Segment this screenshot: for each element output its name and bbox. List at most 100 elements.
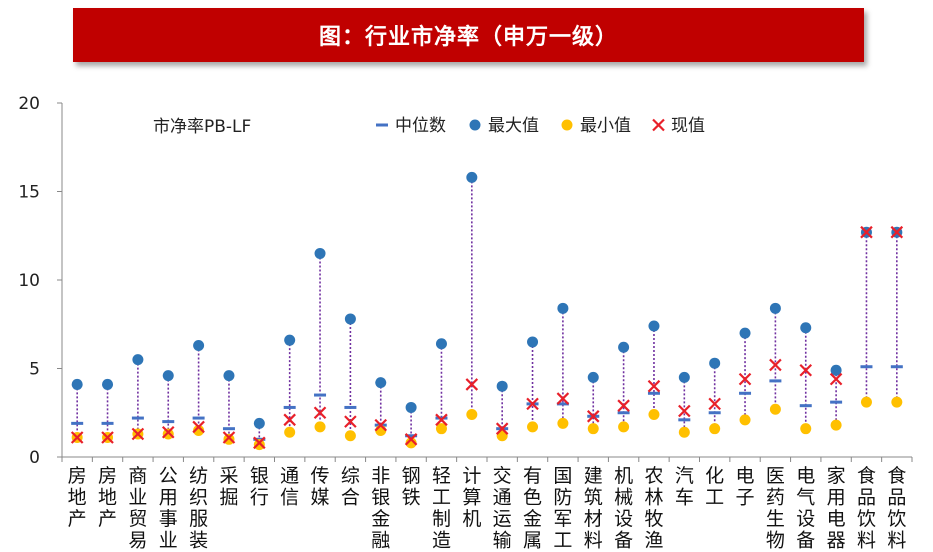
max-point <box>769 302 781 314</box>
legend-label: 现值 <box>671 116 705 136</box>
min-point <box>587 423 599 435</box>
max-point <box>830 364 842 376</box>
current-value-mark <box>647 379 661 393</box>
y-tick-label: 0 <box>29 448 40 468</box>
current-value-mark <box>678 404 691 418</box>
current-value-mark <box>101 431 114 444</box>
category-label: 食品饮料 <box>887 465 906 552</box>
legend-min-swatch <box>561 119 573 131</box>
min-point <box>284 426 296 438</box>
max-point <box>253 417 265 429</box>
category-label: 非银金融 <box>371 465 390 552</box>
legend: 中位数 最大值 最小值 现值 <box>376 116 705 136</box>
current-x-stroke <box>404 433 418 446</box>
current-value-mark <box>769 358 782 372</box>
chart-title: 图：行业市净率（申万一级） <box>318 25 618 50</box>
min-point <box>223 433 235 445</box>
current-value-mark <box>465 378 479 391</box>
min-point <box>193 424 205 436</box>
min-point <box>709 423 721 435</box>
current-value-mark <box>313 406 327 420</box>
current-x-stroke <box>678 404 691 418</box>
current-x-stroke <box>344 415 357 428</box>
min-point <box>162 428 174 440</box>
category-label: 公用事业 <box>159 465 178 552</box>
current-x-stroke <box>222 431 236 444</box>
max-point <box>193 339 205 351</box>
current-x-stroke <box>465 378 479 391</box>
legend-max-swatch <box>469 119 481 131</box>
current-x-stroke <box>799 363 813 377</box>
current-x-stroke <box>161 425 175 439</box>
max-point <box>678 371 690 383</box>
category-label: 化工 <box>705 465 724 509</box>
current-value-mark <box>708 397 721 411</box>
max-point <box>162 370 174 382</box>
min-point <box>648 409 660 421</box>
y-tick-label: 5 <box>29 360 40 380</box>
y-tick-label: 15 <box>18 183 40 203</box>
min-point <box>344 430 356 442</box>
min-point <box>800 423 812 435</box>
category-label: 食品饮料 <box>857 465 876 552</box>
max-point <box>405 401 417 413</box>
min-point <box>253 439 265 451</box>
current-x-stroke <box>556 392 570 405</box>
current-value-mark <box>192 420 205 434</box>
max-point <box>800 322 812 334</box>
category-label: 传媒 <box>311 465 330 509</box>
current-x-stroke <box>738 372 752 386</box>
min-point <box>527 421 539 433</box>
current-value-mark <box>70 431 84 444</box>
current-value-mark <box>617 399 630 412</box>
current-x-stroke <box>708 397 721 411</box>
current-x-stroke <box>131 427 145 441</box>
max-point <box>618 341 630 353</box>
category-label: 医药生物 <box>766 465 785 552</box>
category-label: 房地产 <box>98 465 117 530</box>
category-label: 采掘 <box>219 465 238 509</box>
chart-annotation: 市净率PB-LF <box>153 117 251 137</box>
current-x-stroke <box>70 431 84 444</box>
max-point <box>709 357 721 369</box>
category-label: 房地产 <box>68 465 87 530</box>
min-point <box>860 396 872 408</box>
legend-current-swatch <box>652 118 665 132</box>
category-label: 通信 <box>280 465 299 509</box>
current-value-mark <box>344 415 357 428</box>
current-x-stroke <box>526 397 539 411</box>
current-x-stroke <box>647 379 661 393</box>
max-point <box>344 313 356 325</box>
current-x-stroke <box>283 413 296 427</box>
current-value-mark <box>253 436 266 450</box>
current-x-stroke <box>313 406 327 420</box>
current-value-mark <box>829 372 843 386</box>
category-label: 计算机 <box>462 465 481 530</box>
category-label: 电气设备 <box>796 465 815 552</box>
current-x-stroke <box>617 399 630 412</box>
y-tick-label: 20 <box>18 94 40 114</box>
max-point <box>739 327 751 339</box>
current-x-stroke <box>769 358 782 372</box>
current-value-mark <box>860 225 873 239</box>
max-point <box>648 320 660 332</box>
min-point <box>435 423 447 435</box>
max-point <box>314 247 326 259</box>
current-value-mark <box>556 392 570 405</box>
current-x-stroke <box>253 436 266 450</box>
category-label: 电子 <box>736 465 755 509</box>
max-point <box>466 171 478 183</box>
category-label: 交通运输 <box>493 465 512 552</box>
legend-x-stroke <box>652 118 665 132</box>
legend-label: 中位数 <box>395 116 446 136</box>
current-x-stroke <box>374 418 388 432</box>
min-point <box>314 421 326 433</box>
chart-title-banner: 图：行业市净率（申万一级） <box>73 8 864 62</box>
current-value-mark <box>799 363 813 377</box>
category-label: 机械设备 <box>614 465 633 552</box>
legend-label: 最大值 <box>488 116 539 136</box>
current-x-stroke <box>101 431 114 444</box>
current-x-stroke <box>829 372 843 386</box>
category-label: 国防军工 <box>553 465 572 552</box>
current-value-mark <box>435 413 448 427</box>
